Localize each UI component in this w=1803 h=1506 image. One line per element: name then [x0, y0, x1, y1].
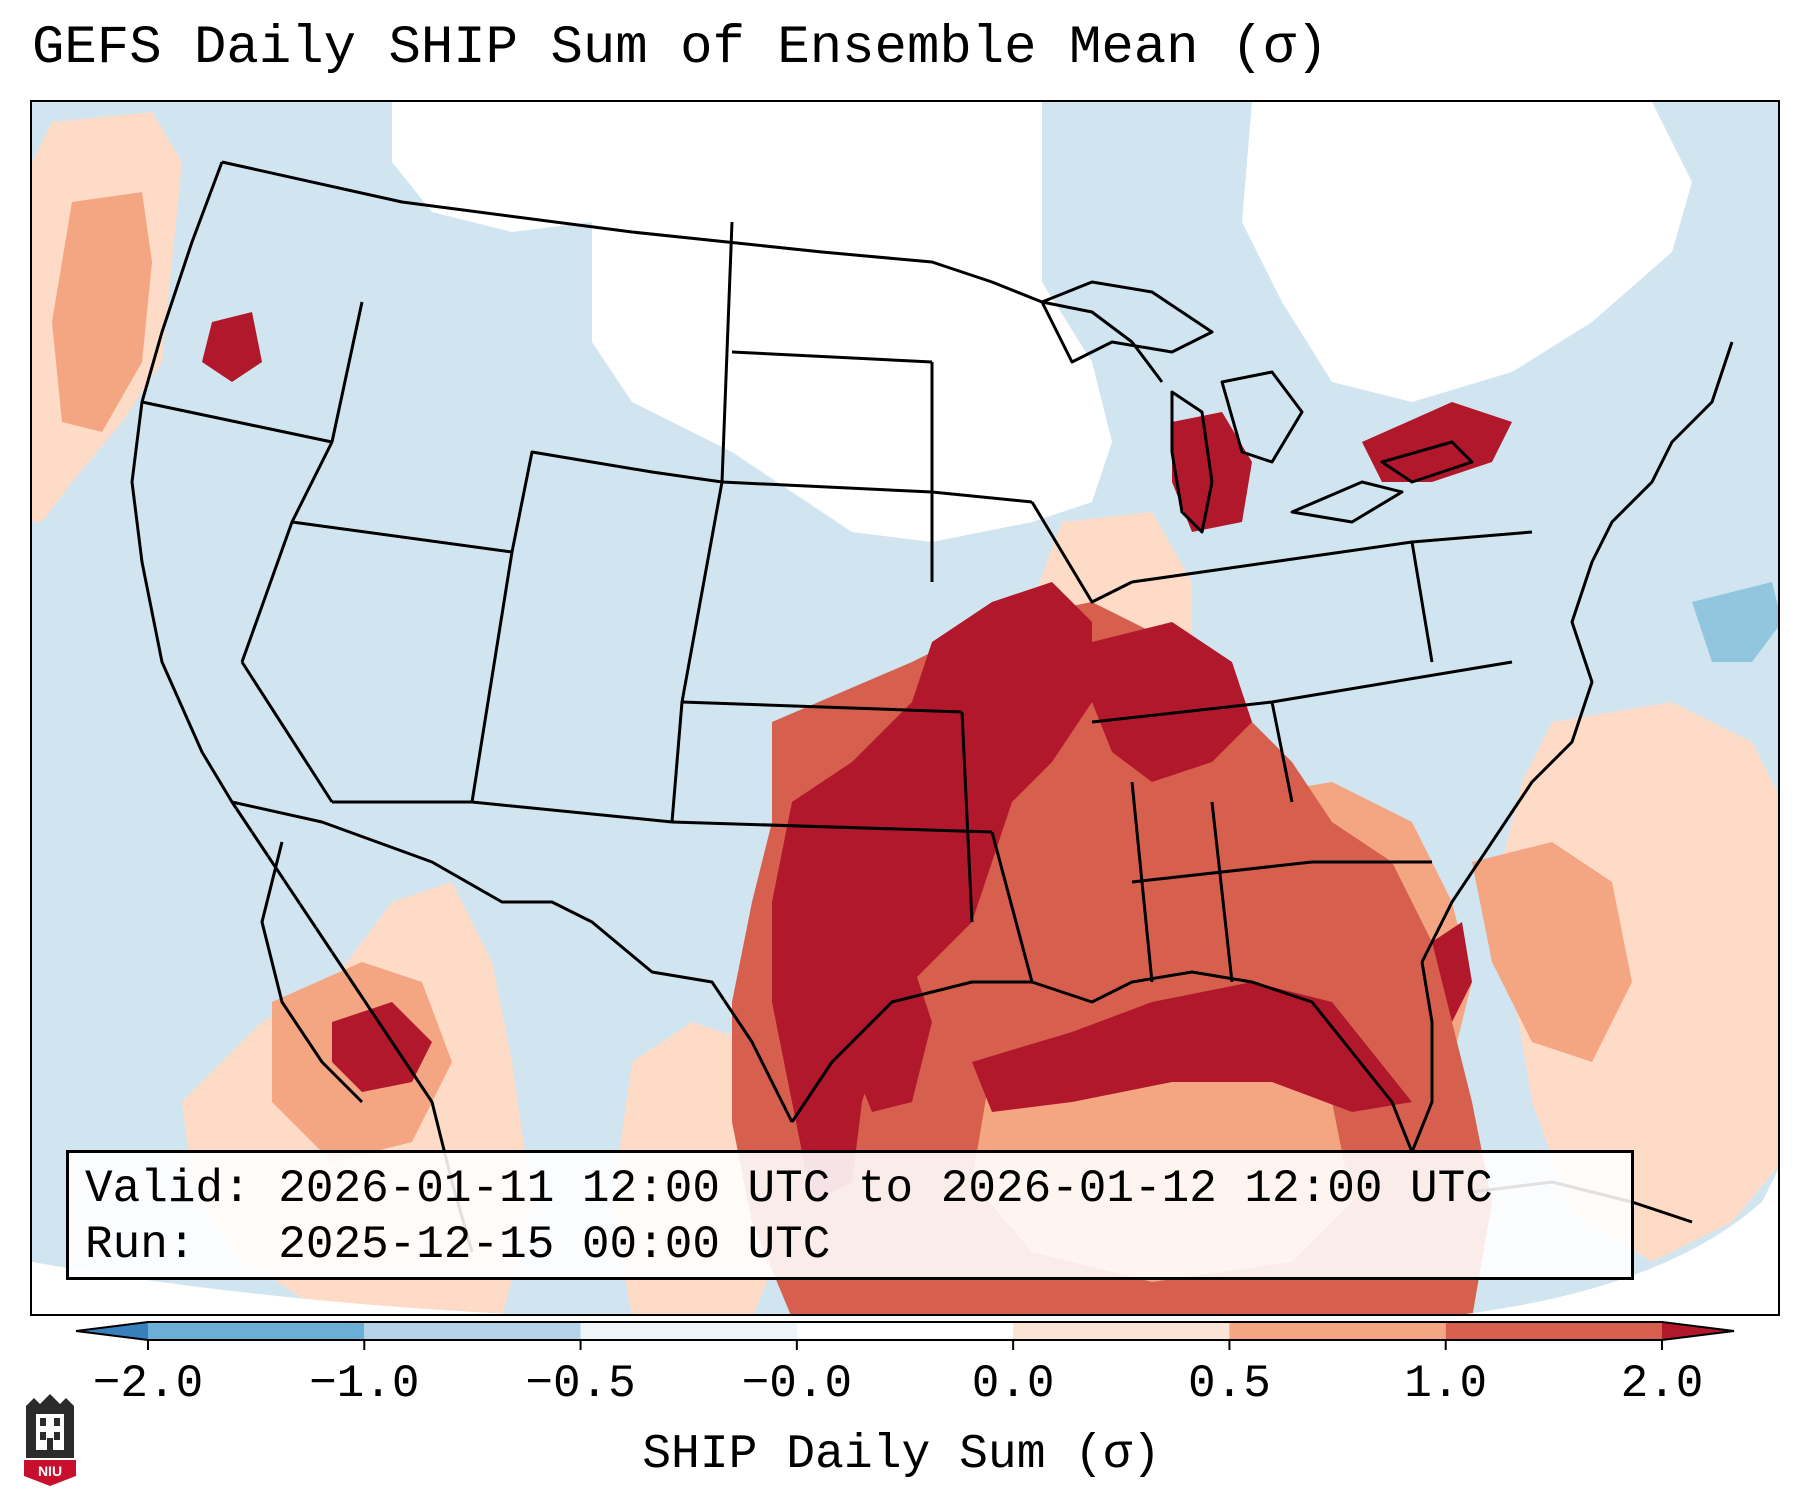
coast-atlantic [1420, 341, 1734, 963]
colorbar-extend-low [76, 1322, 148, 1340]
niu-logo-icon: NIU [24, 1394, 76, 1486]
chart-title: GEFS Daily SHIP Sum of Ensemble Mean (σ) [32, 18, 1329, 79]
colorbar-segment [364, 1322, 581, 1340]
colorbar-outline [75, 1321, 1735, 1341]
colorbar-segment [1013, 1322, 1230, 1340]
boundaries [130, 160, 1734, 1253]
colorbar-segment [580, 1322, 797, 1340]
domain-edge-sw [32, 1262, 511, 1314]
domain-edge-se [1465, 1186, 1778, 1314]
very-high-region-washington [202, 312, 262, 382]
info-box: Valid: 2026-01-11 12:00 UTC to 2026-01-1… [66, 1150, 1634, 1280]
run-value: 2025-12-15 00:00 UTC [278, 1219, 831, 1271]
border-us-mexico [231, 800, 794, 1123]
colorbar-segment [1445, 1322, 1662, 1340]
colorbar-segment [796, 1322, 1014, 1340]
neutral-region-canada-east [1242, 102, 1692, 402]
logo-text: NIU [38, 1463, 62, 1479]
neutral-region-canada-west [392, 102, 592, 232]
colorbar-tick-label: −2.0 [92, 1358, 204, 1410]
positive-region-atlantic [1502, 702, 1778, 1262]
lake-erie [1290, 480, 1404, 524]
very-high-region-ohio-valley [1092, 622, 1252, 782]
lake-ontario [1380, 440, 1474, 484]
lake-superior [1040, 280, 1214, 364]
colorbar-tick-label: 0.5 [1188, 1358, 1271, 1410]
colorbar-label: SHIP Daily Sum (σ) [642, 1428, 1161, 1482]
valid-label: Valid: [85, 1163, 251, 1215]
colorbar-extend-high [1662, 1322, 1734, 1340]
very-high-region-lake-ontario [1362, 402, 1512, 482]
negative-region-atlantic [1692, 582, 1778, 662]
very-high-region-gulf-coast [972, 982, 1412, 1112]
neutral-region-north-plains [592, 102, 1112, 542]
border-canada-us [221, 160, 1164, 383]
coast-pacific [130, 161, 474, 1253]
very-high-region-mexico [332, 1002, 432, 1092]
run-label: Run: [85, 1219, 196, 1271]
colorbar-tick-label: −0.0 [741, 1358, 853, 1410]
colorbar-tick-label: 0.0 [971, 1358, 1055, 1410]
coast-gulf [790, 961, 1434, 1154]
state-lines-east [1030, 501, 1533, 983]
positive-region-pnw-core [52, 192, 152, 432]
colorbar-segment [1229, 1322, 1446, 1340]
valid-value: 2026-01-11 12:00 UTC to 2026-01-12 12:00… [278, 1163, 1493, 1215]
colorbar-tick-label: 1.0 [1404, 1358, 1488, 1410]
lake-michigan [1170, 390, 1214, 534]
very-high-region-east-texas [852, 962, 932, 1112]
colorbar-tick-label: 2.0 [1620, 1358, 1704, 1410]
colorbar-tick-label: −1.0 [309, 1358, 420, 1410]
state-lines-central [671, 221, 1034, 983]
map-canvas [32, 102, 1778, 1314]
coast-baja [260, 841, 364, 1104]
colorbar-segment [148, 1322, 365, 1340]
lake-huron [1220, 370, 1304, 464]
positive-region-atlantic-core [1472, 842, 1632, 1062]
colorbar-tick-label: −0.5 [525, 1358, 636, 1410]
map-panel [30, 100, 1780, 1316]
very-high-region-georgia-coast [1432, 922, 1472, 1022]
